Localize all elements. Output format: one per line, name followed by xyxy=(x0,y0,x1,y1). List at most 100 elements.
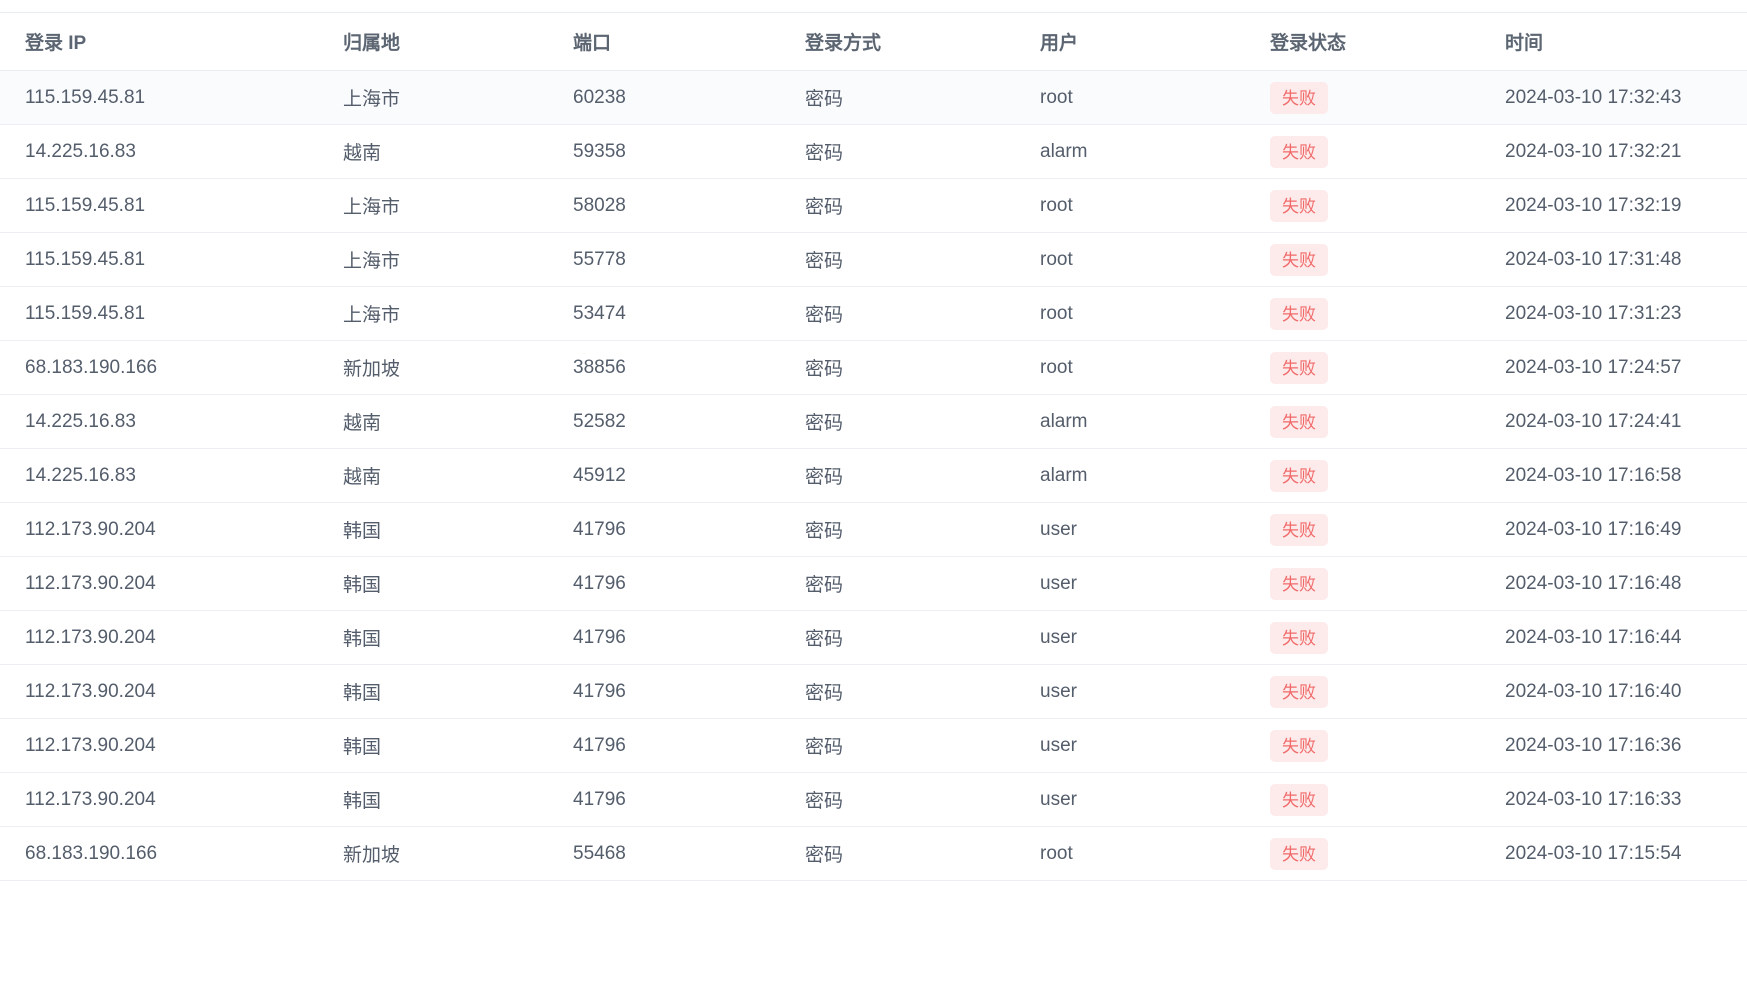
cell-login-status: 失败 xyxy=(1245,556,1480,611)
cell-location: 上海市 xyxy=(318,232,548,287)
login-records-section: 登录 IP 归属地 端口 登录方式 用户 登录状态 时间 115.159.45.… xyxy=(0,12,1747,881)
table-header: 登录 IP 归属地 端口 登录方式 用户 登录状态 时间 xyxy=(0,12,1747,71)
cell-port: 41796 xyxy=(548,718,780,773)
status-badge: 失败 xyxy=(1270,135,1328,168)
cell-login-method: 密码 xyxy=(780,826,1015,881)
cell-user: user xyxy=(1015,664,1245,719)
table-row: 14.225.16.83 越南 52582 密码 alarm 失败 2024-0… xyxy=(0,394,1747,449)
cell-login-status: 失败 xyxy=(1245,286,1480,341)
status-badge: 失败 xyxy=(1270,675,1328,708)
cell-user: user xyxy=(1015,772,1245,827)
cell-login-status: 失败 xyxy=(1245,340,1480,395)
cell-user: root xyxy=(1015,70,1245,125)
table-row: 112.173.90.204 韩国 41796 密码 user 失败 2024-… xyxy=(0,556,1747,611)
cell-login-ip: 112.173.90.204 xyxy=(0,664,318,719)
cell-login-ip: 112.173.90.204 xyxy=(0,502,318,557)
cell-login-ip: 112.173.90.204 xyxy=(0,610,318,665)
cell-login-method: 密码 xyxy=(780,664,1015,719)
cell-location: 韩国 xyxy=(318,610,548,665)
table-row: 112.173.90.204 韩国 41796 密码 user 失败 2024-… xyxy=(0,664,1747,719)
table-row: 115.159.45.81 上海市 53474 密码 root 失败 2024-… xyxy=(0,286,1747,341)
cell-login-status: 失败 xyxy=(1245,664,1480,719)
status-badge: 失败 xyxy=(1270,567,1328,600)
cell-login-status: 失败 xyxy=(1245,178,1480,233)
cell-login-ip: 115.159.45.81 xyxy=(0,232,318,287)
table-row: 112.173.90.204 韩国 41796 密码 user 失败 2024-… xyxy=(0,610,1747,665)
cell-login-method: 密码 xyxy=(780,448,1015,503)
cell-location: 韩国 xyxy=(318,664,548,719)
cell-port: 41796 xyxy=(548,502,780,557)
cell-location: 韩国 xyxy=(318,772,548,827)
cell-time: 2024-03-10 17:16:49 xyxy=(1480,502,1747,557)
table-row: 112.173.90.204 韩国 41796 密码 user 失败 2024-… xyxy=(0,718,1747,773)
cell-login-status: 失败 xyxy=(1245,718,1480,773)
cell-port: 55778 xyxy=(548,232,780,287)
cell-port: 41796 xyxy=(548,556,780,611)
cell-location: 韩国 xyxy=(318,718,548,773)
cell-location: 新加坡 xyxy=(318,826,548,881)
cell-time: 2024-03-10 17:24:57 xyxy=(1480,340,1747,395)
cell-time: 2024-03-10 17:16:44 xyxy=(1480,610,1747,665)
cell-user: user xyxy=(1015,502,1245,557)
status-badge: 失败 xyxy=(1270,243,1328,276)
cell-port: 38856 xyxy=(548,340,780,395)
cell-user: root xyxy=(1015,178,1245,233)
cell-login-method: 密码 xyxy=(780,394,1015,449)
login-records-table: 登录 IP 归属地 端口 登录方式 用户 登录状态 时间 115.159.45.… xyxy=(0,12,1747,881)
cell-login-ip: 68.183.190.166 xyxy=(0,826,318,881)
cell-location: 韩国 xyxy=(318,502,548,557)
column-header-port: 端口 xyxy=(548,12,780,71)
column-header-user: 用户 xyxy=(1015,12,1245,71)
cell-login-method: 密码 xyxy=(780,124,1015,179)
cell-login-status: 失败 xyxy=(1245,232,1480,287)
cell-login-ip: 14.225.16.83 xyxy=(0,394,318,449)
cell-port: 41796 xyxy=(548,664,780,719)
cell-login-method: 密码 xyxy=(780,556,1015,611)
cell-login-method: 密码 xyxy=(780,718,1015,773)
table-row: 68.183.190.166 新加坡 38856 密码 root 失败 2024… xyxy=(0,340,1747,395)
cell-user: alarm xyxy=(1015,448,1245,503)
cell-time: 2024-03-10 17:16:40 xyxy=(1480,664,1747,719)
cell-login-method: 密码 xyxy=(780,772,1015,827)
status-badge: 失败 xyxy=(1270,621,1328,654)
cell-time: 2024-03-10 17:16:48 xyxy=(1480,556,1747,611)
table-row: 115.159.45.81 上海市 58028 密码 root 失败 2024-… xyxy=(0,178,1747,233)
cell-port: 55468 xyxy=(548,826,780,881)
cell-port: 58028 xyxy=(548,178,780,233)
cell-location: 新加坡 xyxy=(318,340,548,395)
column-header-login-method: 登录方式 xyxy=(780,12,1015,71)
cell-user: root xyxy=(1015,232,1245,287)
cell-login-ip: 115.159.45.81 xyxy=(0,286,318,341)
cell-login-ip: 112.173.90.204 xyxy=(0,556,318,611)
status-badge: 失败 xyxy=(1270,783,1328,816)
cell-time: 2024-03-10 17:32:43 xyxy=(1480,70,1747,125)
column-header-login-status: 登录状态 xyxy=(1245,12,1480,71)
cell-user: alarm xyxy=(1015,124,1245,179)
cell-location: 上海市 xyxy=(318,70,548,125)
cell-login-status: 失败 xyxy=(1245,124,1480,179)
cell-login-status: 失败 xyxy=(1245,70,1480,125)
cell-port: 52582 xyxy=(548,394,780,449)
cell-time: 2024-03-10 17:31:23 xyxy=(1480,286,1747,341)
column-header-login-ip: 登录 IP xyxy=(0,12,318,71)
cell-login-status: 失败 xyxy=(1245,502,1480,557)
status-badge: 失败 xyxy=(1270,837,1328,870)
cell-user: root xyxy=(1015,826,1245,881)
cell-login-ip: 112.173.90.204 xyxy=(0,718,318,773)
status-badge: 失败 xyxy=(1270,459,1328,492)
cell-login-method: 密码 xyxy=(780,610,1015,665)
cell-login-method: 密码 xyxy=(780,232,1015,287)
cell-location: 越南 xyxy=(318,448,548,503)
table-row: 14.225.16.83 越南 45912 密码 alarm 失败 2024-0… xyxy=(0,448,1747,503)
cell-user: root xyxy=(1015,340,1245,395)
status-badge: 失败 xyxy=(1270,405,1328,438)
status-badge: 失败 xyxy=(1270,297,1328,330)
cell-port: 45912 xyxy=(548,448,780,503)
table-row: 112.173.90.204 韩国 41796 密码 user 失败 2024-… xyxy=(0,502,1747,557)
column-header-time: 时间 xyxy=(1480,12,1747,71)
cell-login-ip: 14.225.16.83 xyxy=(0,124,318,179)
cell-location: 越南 xyxy=(318,124,548,179)
cell-port: 60238 xyxy=(548,70,780,125)
cell-time: 2024-03-10 17:16:36 xyxy=(1480,718,1747,773)
cell-login-status: 失败 xyxy=(1245,448,1480,503)
